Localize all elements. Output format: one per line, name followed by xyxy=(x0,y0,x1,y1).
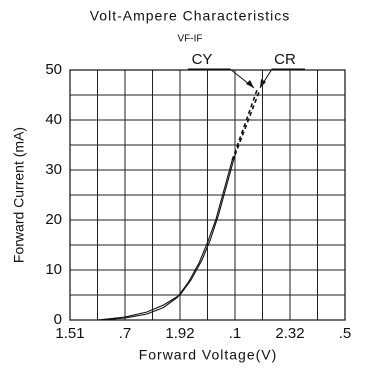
y-tick-label: 20 xyxy=(45,211,62,228)
y-tick-label: 50 xyxy=(45,61,62,78)
x-tick-label: 1.92 xyxy=(165,325,194,342)
arrow-head xyxy=(246,80,254,88)
x-tick-label: .7 xyxy=(119,325,132,342)
chart-subtitle: VF-IF xyxy=(178,34,203,45)
x-tick-label: .1 xyxy=(229,325,242,342)
series-line xyxy=(234,89,261,156)
x-tick-label: 1.51 xyxy=(55,325,84,342)
x-tick-label: 2.32 xyxy=(275,325,304,342)
annotation-arrow xyxy=(259,68,305,89)
x-tick-label: .5 xyxy=(339,325,352,342)
x-axis-label: Forward Voltage(V) xyxy=(139,347,278,363)
annotation-arrow xyxy=(188,68,255,89)
y-tick-label: 30 xyxy=(45,161,62,178)
plot-frame xyxy=(69,69,346,321)
series-line xyxy=(97,154,236,321)
y-tick-label: 0 xyxy=(54,311,62,328)
y-tick-label: 10 xyxy=(45,261,62,278)
series-line xyxy=(102,159,233,321)
series-label: CY xyxy=(192,51,213,68)
series-label: CR xyxy=(274,51,296,68)
y-tick-label: 40 xyxy=(45,111,62,128)
series-line xyxy=(231,89,258,161)
chart-title: Volt-Ampere Characteristics xyxy=(90,8,291,24)
y-axis-label: Forward Current (mA) xyxy=(11,127,27,263)
